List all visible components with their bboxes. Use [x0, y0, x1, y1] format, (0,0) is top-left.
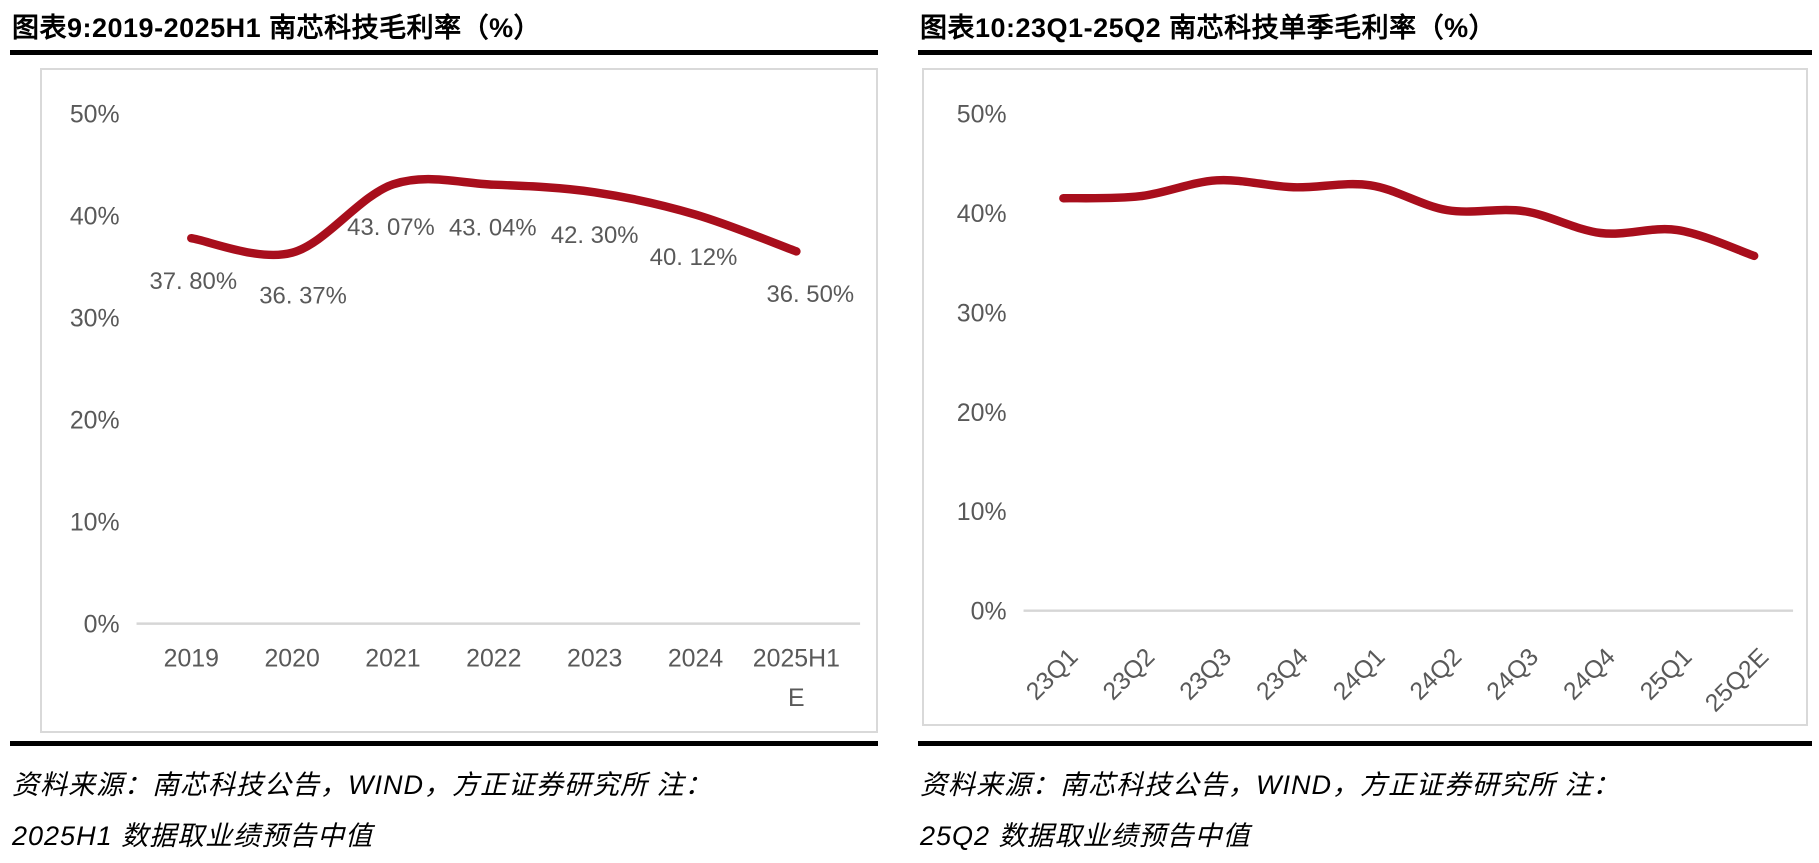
- x-axis-tick-label: 2022: [466, 644, 521, 672]
- x-axis-tick-label: 2019: [164, 644, 219, 672]
- data-label: 37. 80%: [149, 268, 237, 295]
- figure-10-title-divider: [918, 50, 1812, 55]
- x-axis: 2019 2020 2021 2022 2023 2024 2025H1 E: [164, 644, 840, 712]
- y-axis-tick-label: 50%: [957, 101, 1007, 129]
- gross-margin-line: [187, 174, 801, 260]
- x-axis-tick-label: 2020: [264, 644, 319, 672]
- figure-9-source-note: 资料来源：南芯科技公告，WIND，方正证券研究所 注： 2025H1 数据取业绩…: [12, 760, 878, 862]
- y-axis-tick-label: 0%: [84, 611, 120, 639]
- x-axis-tick-label: 24Q2: [1404, 643, 1467, 706]
- data-label: 43. 04%: [449, 214, 537, 241]
- data-labels: 37. 80% 36. 37% 43. 07% 43. 04% 42. 30% 40. 1…: [149, 214, 854, 309]
- x-axis-tick-label: 24Q1: [1328, 643, 1391, 706]
- y-axis-tick-label: 40%: [957, 200, 1007, 228]
- gross-margin-line: [1059, 175, 1759, 261]
- x-axis-tick-label: 2024: [668, 644, 724, 672]
- y-axis-tick-label: 40%: [70, 203, 120, 231]
- y-axis-tick-label: 10%: [957, 498, 1007, 526]
- figure-10: 图表10:23Q1-25Q2 南芯科技单季毛利率（%） 0% 10% 20% 30% 4…: [918, 0, 1812, 863]
- annual-gross-margin-line-chart: 0% 10% 20% 30% 40% 50% 2019 2020 2021 2022 2023 202…: [70, 101, 861, 712]
- x-axis-tick-label: 23Q1: [1021, 643, 1084, 706]
- y-axis-tick-label: 10%: [70, 509, 120, 537]
- x-axis: 23Q1 23Q2 23Q3 23Q4 24Q1 24Q2 24Q3 24Q4 25Q1 25Q2…: [1021, 643, 1775, 718]
- y-axis-tick-label: 30%: [957, 299, 1007, 327]
- data-label: 42. 30%: [551, 222, 639, 249]
- figure-9-chart-frame: 0% 10% 20% 30% 40% 50% 2019 2020 2021 2022 2023 202…: [40, 68, 878, 733]
- data-label: 43. 07%: [347, 214, 435, 241]
- y-axis-tick-label: 0%: [971, 598, 1007, 626]
- figure-9-title: 图表9:2019-2025H1 南芯科技毛利率（%）: [12, 13, 542, 43]
- x-axis-tick-label: 24Q3: [1481, 643, 1544, 706]
- figure-9-title-divider: [10, 50, 878, 55]
- x-axis-tick-label: 2023: [567, 644, 622, 672]
- y-axis-tick-label: 20%: [957, 399, 1007, 427]
- y-axis: 0% 10% 20% 30% 40% 50%: [957, 101, 1007, 626]
- x-axis-tick-label: 25Q2E: [1700, 643, 1775, 717]
- quarterly-gross-margin-line-chart: 0%10%20%30%40%50%23Q1 23Q2 23Q3 23Q4 24Q1 24Q…: [957, 101, 1794, 718]
- figure-10-source-divider: [918, 741, 1812, 746]
- x-axis-tick-label: E: [788, 684, 805, 712]
- figure-9: 图表9:2019-2025H1 南芯科技毛利率（%） 0% 10% 20% 30% 40…: [10, 0, 878, 863]
- figure-10-source-note: 资料来源：南芯科技公告，WIND，方正证券研究所 注： 25Q2 数据取业绩预告…: [920, 760, 1812, 862]
- y-axis: 0% 10% 20% 30% 40% 50%: [70, 101, 120, 639]
- y-axis-tick-label: 50%: [70, 101, 120, 129]
- source-text-line: 2025H1 数据取业绩预告中值: [12, 821, 374, 851]
- source-text-line: 25Q2 数据取业绩预告中值: [920, 821, 1251, 851]
- x-axis-tick-label: 23Q3: [1174, 643, 1237, 706]
- x-axis-tick-label: 24Q4: [1558, 643, 1621, 706]
- figure-10-chart-frame: 0% 10% 20% 30% 40% 50% 23Q1 23Q2 23Q3 23Q4 24Q1 24Q…: [922, 68, 1808, 726]
- data-label: 40. 12%: [650, 244, 738, 271]
- source-text-line: 资料来源：南芯科技公告，WIND，方正证券研究所 注：: [920, 770, 1621, 800]
- x-axis-tick-label: 23Q2: [1097, 643, 1160, 706]
- x-axis-tick-label: 2021: [365, 644, 420, 672]
- figure-9-source-divider: [10, 741, 878, 746]
- data-label: 36. 50%: [766, 281, 854, 308]
- x-axis-tick-label: 23Q4: [1251, 643, 1314, 706]
- y-axis-tick-label: 20%: [70, 407, 120, 435]
- y-axis-tick-label: 30%: [70, 305, 120, 333]
- x-axis-tick-label: 25Q1: [1635, 643, 1698, 706]
- source-text-line: 资料来源：南芯科技公告，WIND，方正证券研究所 注：: [12, 770, 713, 800]
- figure-10-title: 图表10:23Q1-25Q2 南芯科技单季毛利率（%）: [920, 13, 1497, 43]
- data-label: 36. 37%: [259, 282, 347, 309]
- x-axis-tick-label: 2025H1: [753, 644, 840, 672]
